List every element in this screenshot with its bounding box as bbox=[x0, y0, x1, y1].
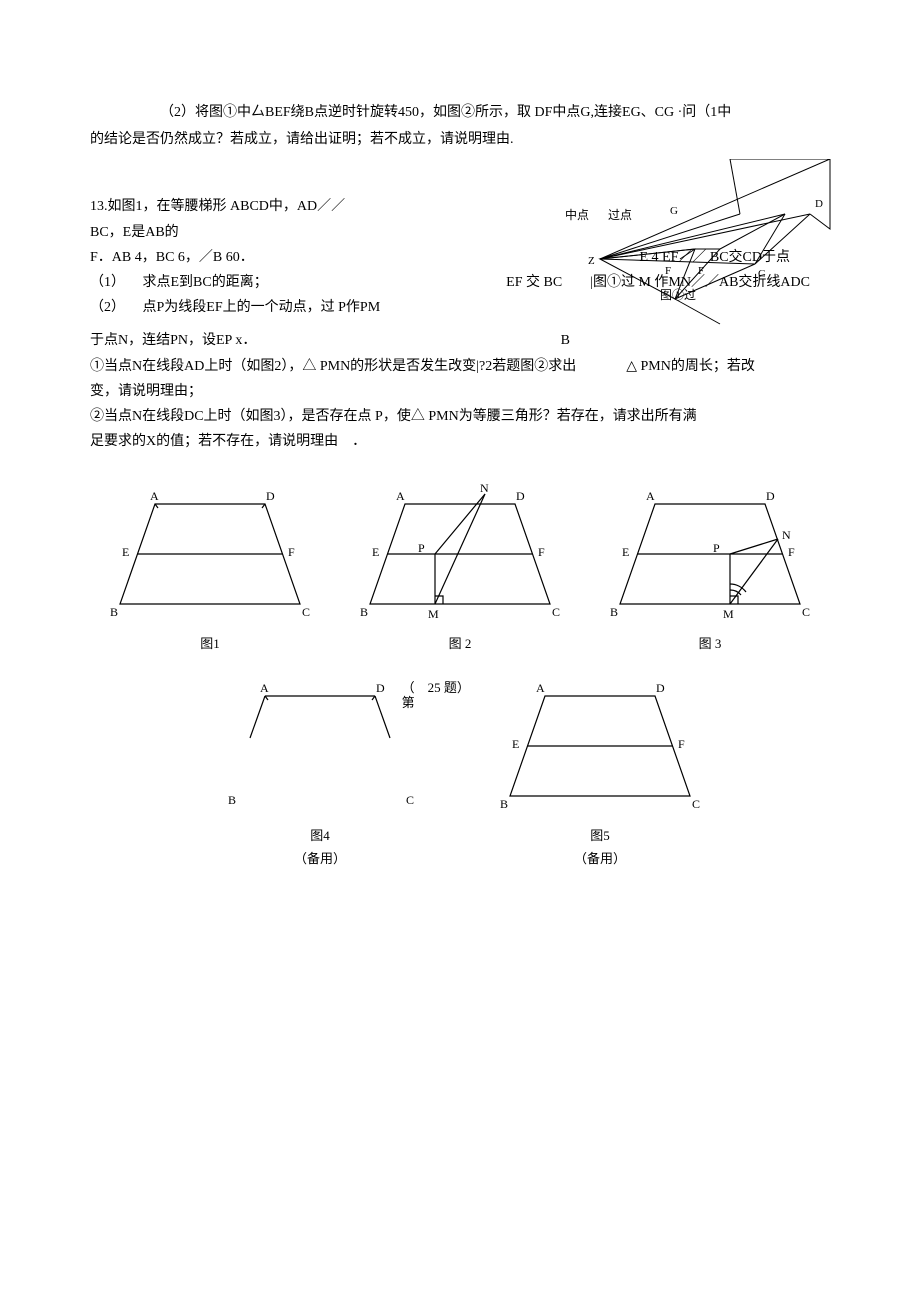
figure-4: A D B C 图4（备用） bbox=[210, 676, 430, 871]
figures-row-1: A D E F B C 图1 A bbox=[90, 484, 830, 655]
q12-part2-line2: 的结论是否仍然成立？若成立，请给出证明；若不成立，请说明理由. bbox=[90, 127, 830, 152]
svg-text:F: F bbox=[288, 545, 295, 559]
svg-text:中点: 中点 bbox=[565, 207, 589, 222]
svg-text:E: E bbox=[122, 545, 129, 559]
svg-text:F: F bbox=[665, 265, 671, 277]
svg-text:D: D bbox=[766, 489, 775, 503]
svg-text:E: E bbox=[372, 545, 379, 559]
figure-5-caption: 图5（备用） bbox=[490, 824, 710, 871]
svg-text:C: C bbox=[406, 793, 414, 807]
figure-2: A D N E P F B M C 图 2 bbox=[350, 484, 570, 655]
svg-text:N: N bbox=[480, 484, 489, 495]
svg-text:B: B bbox=[360, 605, 368, 619]
q13-pn-line: 于点N，连结PN，设EP x． bbox=[90, 328, 256, 353]
q13-c1a: ①当点N在线段AD上时（如图2），△ PMN的形状是否发生改变|?2若题图②求出 bbox=[90, 354, 576, 379]
svg-text:A: A bbox=[396, 489, 405, 503]
svg-text:M: M bbox=[723, 607, 734, 621]
q13-intro-l3: F．AB 4，BC 6，／B 60． bbox=[90, 245, 254, 270]
figures-row-2: （ 第 25 题） A D B C 图4（备用） bbox=[90, 676, 830, 871]
svg-text:P: P bbox=[418, 541, 425, 555]
svg-text:P: P bbox=[713, 541, 720, 555]
q13-sub1-l: （1） 求点E到BC的距离； bbox=[90, 270, 268, 295]
svg-text:E: E bbox=[622, 545, 629, 559]
q13-c1b: △ PMN的周长；若改 bbox=[626, 354, 755, 379]
svg-text:D: D bbox=[376, 681, 385, 695]
center-label: （ 第 25 题） bbox=[402, 680, 415, 711]
svg-text:F: F bbox=[678, 737, 685, 751]
svg-text:D: D bbox=[815, 198, 823, 210]
svg-text:B: B bbox=[610, 605, 618, 619]
svg-text:M: M bbox=[428, 607, 439, 621]
svg-text:A: A bbox=[260, 681, 269, 695]
svg-text:B: B bbox=[228, 793, 236, 807]
svg-text:图①过: 图①过 bbox=[660, 288, 696, 302]
svg-text:E: E bbox=[512, 737, 519, 751]
q13-body: D G Z F F C 中点 过点 图①过 13.如图1，在等腰梯形 ABCD中… bbox=[90, 194, 830, 454]
svg-text:G: G bbox=[670, 205, 678, 217]
svg-text:D: D bbox=[266, 489, 275, 503]
figure-1: A D E F B C 图1 bbox=[100, 484, 320, 655]
svg-text:过点: 过点 bbox=[608, 208, 632, 222]
svg-text:B: B bbox=[500, 797, 508, 811]
svg-text:A: A bbox=[646, 489, 655, 503]
svg-text:D: D bbox=[516, 489, 525, 503]
svg-text:C: C bbox=[692, 797, 700, 811]
q13-c2a: ②当点N在线段DC上时（如图3），是否存在点 P，使△ PMN为等腰三角形？若存… bbox=[90, 404, 830, 429]
svg-text:F: F bbox=[698, 265, 704, 277]
svg-text:D: D bbox=[656, 681, 665, 695]
q12-part2-line1: （2）将图①中厶BEF绕B点逆时针旋转450，如图②所示，取 DF中点G,连接E… bbox=[90, 100, 830, 125]
svg-text:A: A bbox=[536, 681, 545, 695]
svg-text:C: C bbox=[802, 605, 810, 619]
svg-text:Z: Z bbox=[588, 255, 595, 267]
q13-c1c: 变，请说明理由； bbox=[90, 379, 830, 404]
complex-diagram: D G Z F F C 中点 过点 图①过 bbox=[520, 159, 850, 339]
figure-2-caption: 图 2 bbox=[350, 632, 570, 655]
figure-3: A D N E P F B M C 图 3 bbox=[600, 484, 820, 655]
figure-5: A D E F B C 图5（备用） bbox=[490, 676, 710, 871]
figure-1-caption: 图1 bbox=[100, 632, 320, 655]
q13-c2b: 足要求的X的值；若不存在，请说明理由 ． bbox=[90, 429, 830, 454]
svg-text:F: F bbox=[788, 545, 795, 559]
figure-3-caption: 图 3 bbox=[600, 632, 820, 655]
svg-text:C: C bbox=[302, 605, 310, 619]
svg-text:C: C bbox=[552, 605, 560, 619]
figure-4-caption: 图4（备用） bbox=[210, 824, 430, 871]
svg-text:C: C bbox=[758, 268, 765, 280]
svg-text:N: N bbox=[782, 528, 791, 542]
svg-text:A: A bbox=[150, 489, 159, 503]
svg-text:F: F bbox=[538, 545, 545, 559]
svg-text:B: B bbox=[110, 605, 118, 619]
